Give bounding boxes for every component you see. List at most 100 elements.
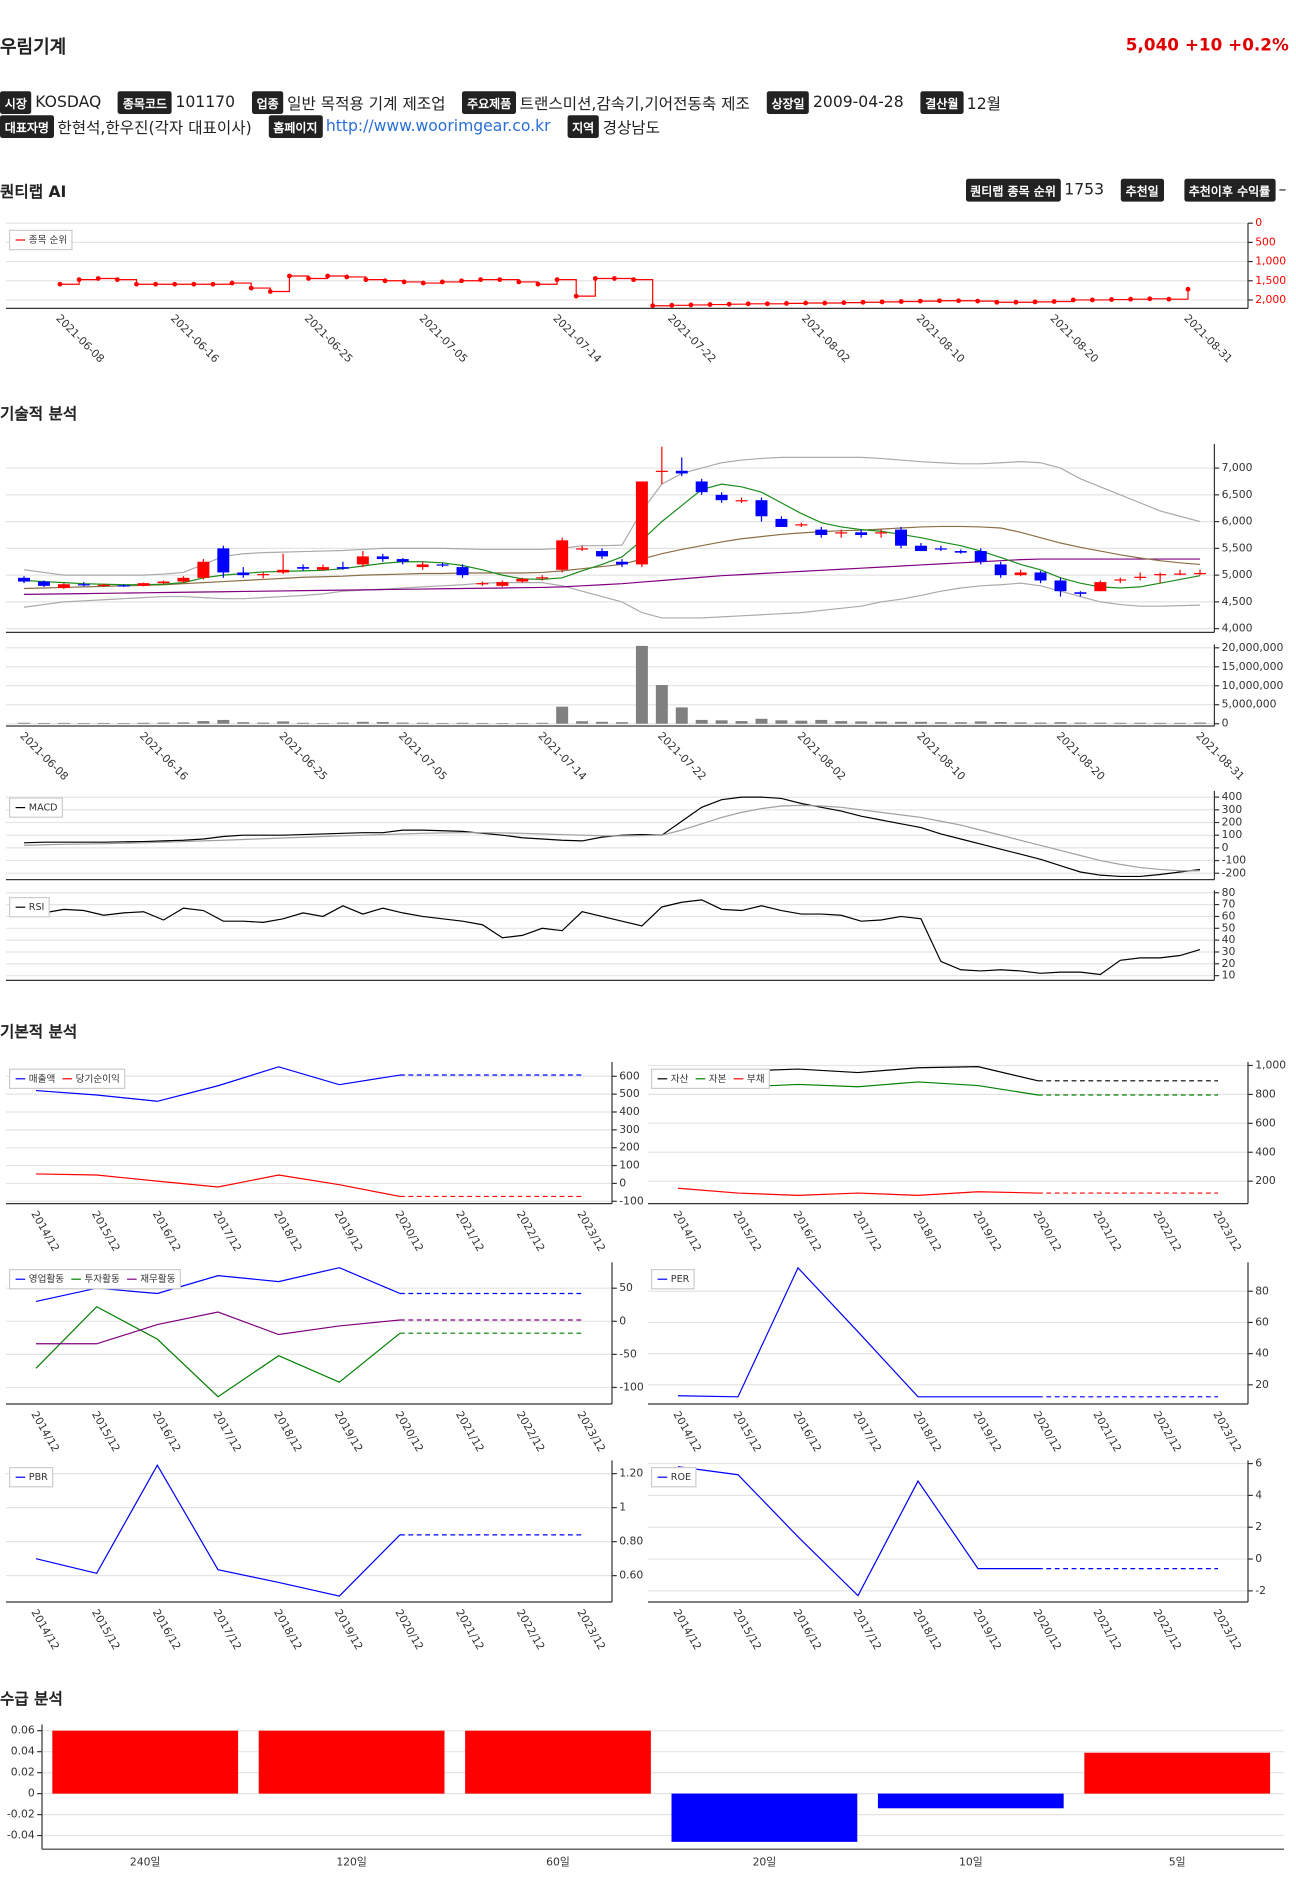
x-tick-label: 2021-08-10	[914, 312, 968, 366]
candle-body	[117, 585, 130, 587]
bar	[615, 722, 628, 724]
y-tick-label: 0	[619, 1314, 626, 1327]
candle-body	[57, 584, 70, 588]
x-tick-label: 2021-07-22	[655, 729, 709, 783]
bar	[1174, 722, 1187, 724]
y-tick-label: 200	[1255, 1174, 1276, 1187]
candle-body	[994, 564, 1007, 576]
x-tick-label: 2022/12	[514, 1209, 548, 1254]
info-value: 2009-04-28	[812, 93, 904, 112]
x-tick-label: 2014/12	[670, 1209, 704, 1254]
bar	[77, 723, 90, 724]
candle-body	[1194, 572, 1206, 575]
legend-label: 재무활동	[140, 1273, 175, 1285]
candle-body	[875, 532, 888, 534]
y-tick-label: 6,500	[1222, 488, 1253, 501]
candle-body	[257, 574, 270, 576]
y-tick-label: 5,000,000	[1222, 698, 1277, 711]
info-label: 지역	[567, 115, 600, 138]
badge: 추천일	[1120, 178, 1164, 202]
y-tick-label: 600	[619, 1069, 640, 1082]
bar	[875, 721, 888, 724]
bar	[376, 722, 389, 724]
legend: 자산 자본 부채	[651, 1068, 770, 1090]
marker	[401, 279, 407, 285]
x-tick-label: 2022/12	[1150, 1209, 1184, 1254]
x-tick-label: 2020/12	[1030, 1607, 1064, 1652]
candle-body	[1114, 579, 1127, 581]
bar	[456, 722, 469, 724]
x-tick-label: 2017/12	[850, 1409, 884, 1454]
candle-body	[356, 556, 369, 565]
candle-body	[456, 567, 469, 576]
y-tick-label: 0	[28, 1787, 35, 1800]
y-tick-label: 100	[619, 1159, 640, 1172]
candle-body	[1154, 574, 1167, 576]
chart-panel: 200 400 600 800 1,000 2014/12 2015/12 2016/12 20…	[648, 1058, 1286, 1254]
y-tick-label: 0	[619, 1176, 626, 1189]
chart-panel: 0 500 1,000 1,500 2,000 2021-06-08 2021-06-16 2…	[6, 216, 1286, 366]
bar	[57, 722, 70, 724]
y-tick-label: 15,000,000	[1222, 660, 1284, 673]
candle-body	[675, 470, 688, 474]
y-tick-label: 100	[1222, 828, 1243, 841]
x-tick-label: 2022/12	[1150, 1607, 1184, 1652]
marker	[306, 276, 311, 281]
marker	[726, 301, 732, 307]
candle-body	[37, 581, 50, 586]
bar	[197, 721, 210, 724]
x-tick-label: 2014/12	[670, 1409, 704, 1454]
info-value: 101170	[175, 93, 236, 112]
x-tick-label: 2021-06-08	[53, 312, 107, 366]
line	[23, 483, 1201, 589]
x-tick-label: 10일	[959, 1854, 983, 1868]
y-tick-label: 200	[1222, 816, 1243, 829]
marker	[1147, 296, 1153, 302]
bar	[396, 722, 409, 724]
bar	[1114, 722, 1127, 724]
x-tick-label: 2019/12	[970, 1209, 1004, 1254]
chart-panel: -100 0 100 200 300 400 500 600 2014/12 2015/12 201…	[6, 1062, 644, 1254]
line	[23, 558, 1201, 595]
homepage-link[interactable]: http://www.woorimgear.co.kr	[325, 117, 551, 136]
y-tick-label: 1,000	[1255, 1058, 1286, 1071]
legend: RSI	[9, 897, 50, 918]
legend: 매출액 당기순이익	[9, 1068, 126, 1090]
info-value: 일반 목적용 기계 제조업	[287, 96, 446, 115]
candle-body	[77, 584, 90, 586]
candle-body	[536, 577, 549, 579]
info-value: 트랜스미션,감속기,기어전동축 제조	[519, 96, 750, 115]
legend-box	[9, 229, 73, 251]
x-tick-label: 2018/12	[910, 1209, 944, 1254]
bar	[1014, 722, 1027, 724]
candle-body	[157, 581, 170, 584]
chart-panel: 0 5,000,000 10,000,000 15,000,000 20,000,000…	[6, 641, 1284, 783]
legend: PBR	[9, 1467, 54, 1488]
x-tick-label: 2020/12	[1030, 1409, 1064, 1454]
y-tick-label: 10,000,000	[1222, 679, 1284, 692]
x-tick-label: 2022/12	[514, 1409, 548, 1454]
y-tick-label: 300	[1222, 803, 1243, 816]
candle-body	[177, 577, 190, 582]
bar	[496, 723, 509, 724]
legend-label: PER	[671, 1274, 690, 1285]
y-tick-label: -100	[1222, 854, 1247, 867]
y-tick-label: 30	[1222, 945, 1236, 958]
y-tick-label: 0	[1222, 841, 1229, 854]
marker	[764, 301, 770, 307]
y-tick-label: -100	[619, 1380, 644, 1393]
y-tick-label: 70	[1222, 898, 1236, 911]
bar	[1034, 722, 1047, 724]
bar	[815, 719, 828, 724]
y-tick-label: 20,000,000	[1222, 641, 1284, 654]
marker	[267, 289, 273, 294]
marker	[1185, 286, 1191, 292]
legend: 종목 순위	[9, 229, 73, 251]
candle-body	[1014, 572, 1027, 576]
price-box: 5,040 +10 +0.2%	[1126, 36, 1289, 55]
x-tick-label: 2021-07-05	[417, 312, 471, 366]
legend-label: PBR	[29, 1472, 48, 1483]
marker	[210, 281, 216, 287]
marker	[516, 279, 522, 285]
bar	[1094, 722, 1107, 724]
